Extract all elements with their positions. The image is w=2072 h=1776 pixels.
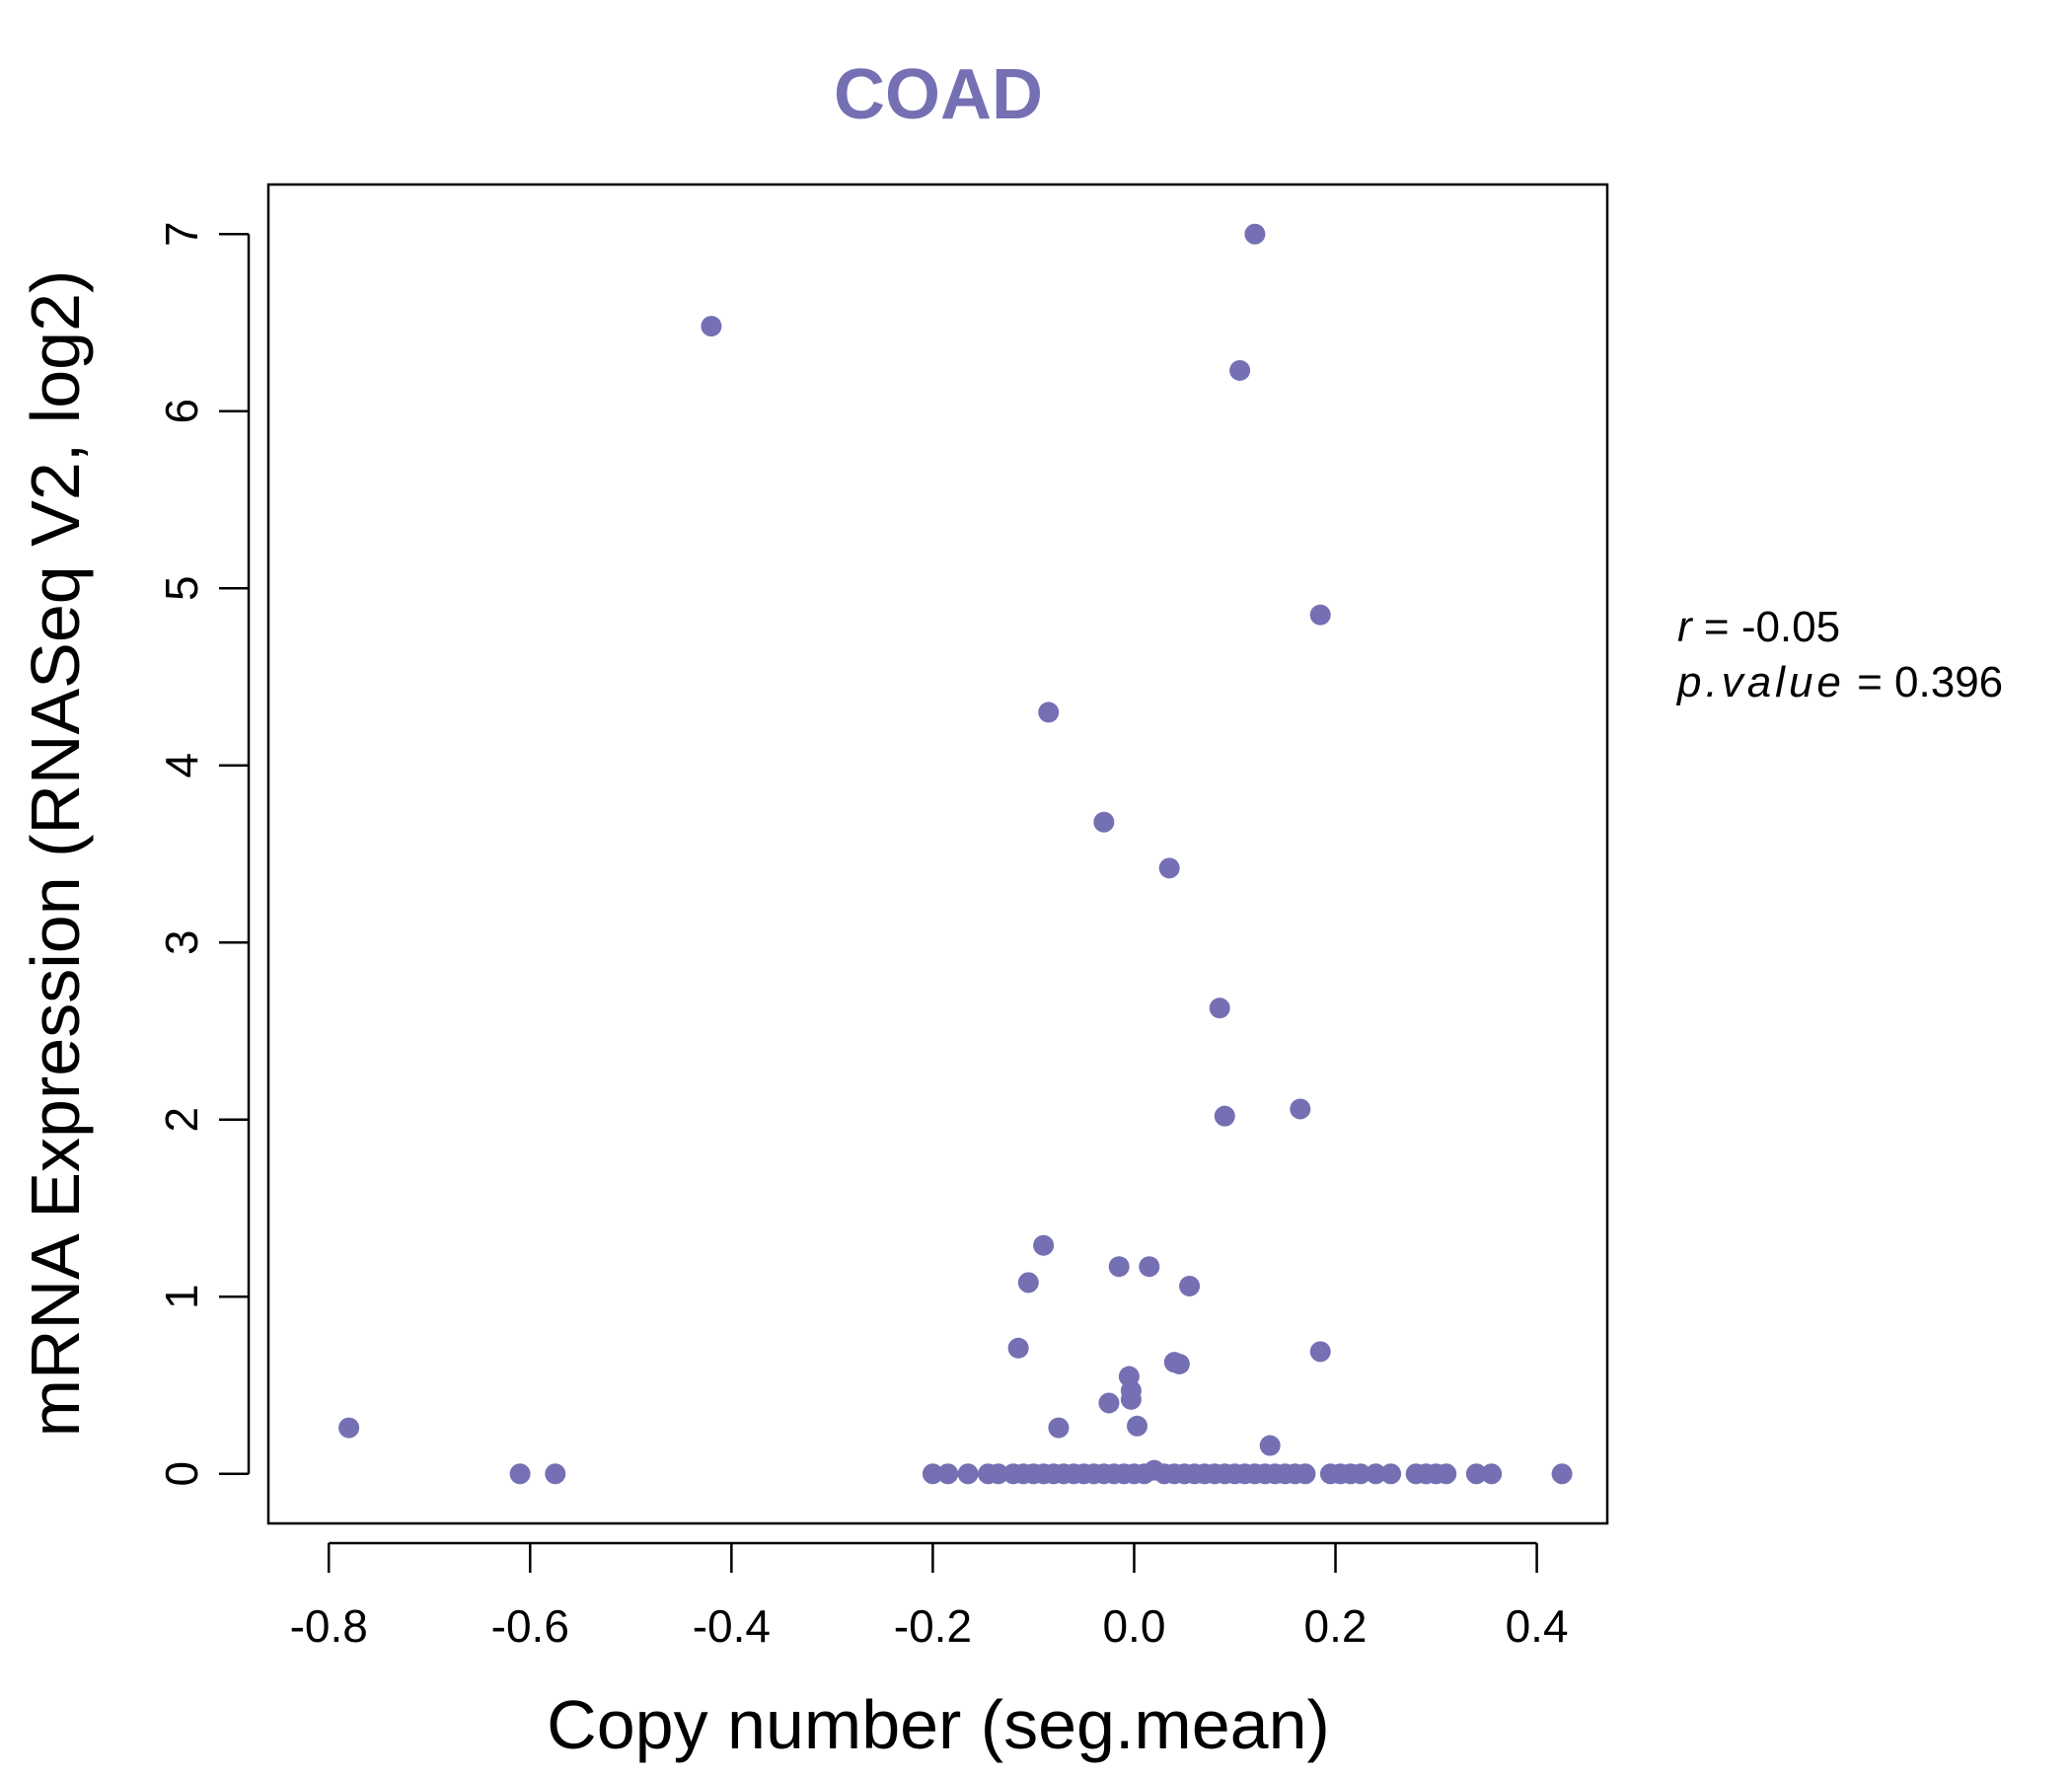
data-point	[988, 1463, 1009, 1485]
data-point	[1179, 1275, 1201, 1296]
data-point	[922, 1463, 943, 1485]
data-point	[1017, 1272, 1039, 1294]
data-point	[1309, 604, 1331, 626]
plot-frame	[266, 183, 1609, 1525]
data-point	[1309, 1341, 1331, 1363]
chart-title: COAD	[834, 55, 1043, 134]
data-points	[338, 223, 1573, 1485]
x-tick-label: 0.0	[1102, 1600, 1165, 1652]
p-value-stat: p.value = 0.396	[1675, 658, 2003, 706]
data-point	[1380, 1463, 1402, 1485]
r-value: -0.05	[1741, 603, 1840, 651]
y-tick-label: 3	[156, 929, 207, 955]
data-point	[701, 316, 722, 337]
y-tick-label: 1	[156, 1284, 207, 1309]
data-point	[1168, 1353, 1190, 1374]
y-tick-label: 6	[156, 399, 207, 424]
data-point	[1127, 1415, 1148, 1437]
data-point	[957, 1463, 979, 1485]
data-point	[1108, 1256, 1130, 1278]
x-tick-label: 0.2	[1304, 1600, 1368, 1652]
data-point	[1259, 1435, 1281, 1456]
data-point	[1209, 998, 1230, 1019]
data-point	[1229, 359, 1251, 381]
r-equals: =	[1704, 603, 1741, 651]
data-point	[1365, 1463, 1386, 1485]
x-tick-label: -0.4	[693, 1600, 771, 1652]
x-tick-label: -0.2	[894, 1600, 972, 1652]
y-tick-label: 0	[156, 1461, 207, 1487]
data-point	[937, 1463, 959, 1485]
r-label: r	[1677, 603, 1694, 651]
data-point	[1436, 1463, 1457, 1485]
data-point	[509, 1463, 531, 1485]
data-point	[1158, 857, 1180, 879]
y-tick-label: 7	[156, 221, 207, 247]
data-point	[545, 1463, 566, 1485]
data-point	[1048, 1417, 1070, 1439]
data-point	[1038, 702, 1060, 723]
data-point	[1033, 1234, 1055, 1256]
data-point	[1134, 1463, 1155, 1485]
x-tick-label: 0.4	[1506, 1600, 1569, 1652]
data-point	[338, 1417, 360, 1439]
data-point	[1139, 1256, 1160, 1278]
x-tick-label: -0.8	[290, 1600, 368, 1652]
y-tick-label: 5	[156, 575, 207, 601]
y-tick-label: 4	[156, 753, 207, 778]
y-tick-label: 2	[156, 1107, 207, 1133]
data-point	[1290, 1098, 1311, 1120]
data-point	[1214, 1105, 1235, 1127]
x-tick-label: -0.6	[491, 1600, 569, 1652]
data-point	[1551, 1463, 1573, 1485]
data-point	[1350, 1463, 1371, 1485]
p-label: p.value	[1675, 658, 1845, 706]
correlation-stat: r = -0.05	[1677, 603, 1840, 651]
data-point	[1244, 223, 1266, 245]
p-equals: =	[1857, 658, 1894, 706]
y-axis: 0 1 2 3 4 5 6 7	[156, 221, 251, 1487]
data-point	[1465, 1463, 1487, 1485]
y-axis-label: mRNA Expression (RNASeq V2, log2)	[17, 270, 94, 1438]
x-axis-label: Copy number (seg.mean)	[547, 1686, 1330, 1763]
data-point	[1098, 1392, 1120, 1414]
data-point	[1295, 1463, 1316, 1485]
data-point	[1093, 811, 1115, 833]
data-point	[1481, 1463, 1503, 1485]
p-value: 0.396	[1894, 658, 2003, 706]
data-point	[1120, 1388, 1142, 1410]
x-axis: -0.8 -0.6 -0.4 -0.2 0.0 0.2 0.4	[290, 1541, 1569, 1652]
data-point	[1007, 1337, 1029, 1359]
